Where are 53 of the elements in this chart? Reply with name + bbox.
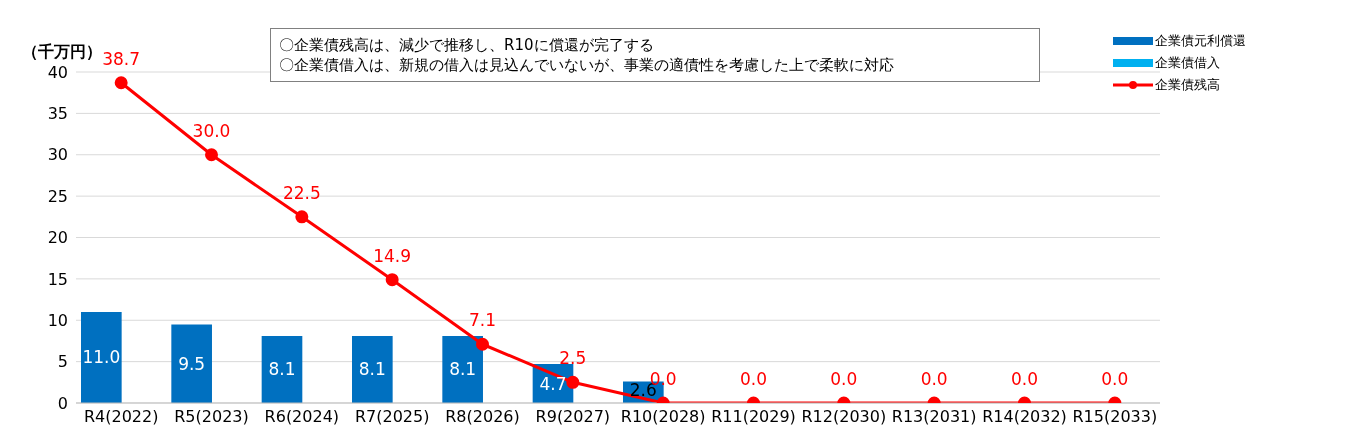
data-label: 0.0 <box>830 369 858 389</box>
note-box: 〇企業債残高は、減少で推移し、R10に償還が完了する 〇企業債借入は、新規の借入は見込んでいないが、事業の適債性を考慮した上で柔軟に対応 <box>270 28 1040 82</box>
data-label: 14.9 <box>373 245 412 266</box>
data-label: 22.5 <box>282 182 321 203</box>
bar <box>352 335 393 403</box>
legend-label: 企業債借入 <box>1155 54 1220 72</box>
y-tick-label: 10 <box>47 310 68 330</box>
data-label: 4.7 <box>539 373 567 394</box>
data-label: 0.0 <box>920 369 948 389</box>
bar <box>81 311 122 403</box>
data-label: 30.0 <box>192 120 231 141</box>
bar <box>442 335 483 403</box>
data-label: 0.0 <box>1010 369 1039 389</box>
y-tick-label: 40 <box>47 62 68 82</box>
x-tick-label: R13(2031) <box>891 407 977 427</box>
point <box>385 273 399 287</box>
legend-label: 企業債残高 <box>1155 76 1220 94</box>
point <box>205 148 218 162</box>
x-tick-label: R12(2030) <box>801 407 887 427</box>
point <box>295 210 309 224</box>
x-tick-label: R6(2024) <box>264 407 340 427</box>
y-tick-label: 20 <box>47 228 68 248</box>
bar <box>171 324 212 403</box>
y-tick-label: 15 <box>47 269 68 289</box>
x-tick-label: R11(2029) <box>711 407 796 427</box>
y-tick-label: 30 <box>47 145 68 165</box>
x-tick-label: R5(2023) <box>174 407 249 427</box>
data-label: 0.0 <box>1101 369 1129 389</box>
x-tick-label: R8(2026) <box>445 407 520 427</box>
data-label: 8.1 <box>358 359 386 380</box>
x-tick-label: R9(2027) <box>535 407 611 427</box>
y-tick-label: 35 <box>47 104 68 124</box>
y-tick-label: 25 <box>47 186 68 206</box>
y-axis-title: （千万円） <box>22 42 102 63</box>
x-tick-label: R15(2033) <box>1072 407 1158 427</box>
x-tick-label: R10(2028) <box>620 407 706 427</box>
point <box>114 76 128 90</box>
data-label: 9.5 <box>178 353 206 374</box>
data-label: 2.5 <box>559 348 587 369</box>
data-label: 8.1 <box>449 359 477 380</box>
data-label: 7.1 <box>468 310 497 331</box>
data-label: 8.1 <box>268 359 296 380</box>
data-label: 11.0 <box>82 347 121 368</box>
legend-label: 企業債元利償還 <box>1155 32 1246 50</box>
x-tick-label: R14(2032) <box>982 407 1067 427</box>
annotation: 〇企業債借入は、新規の借入は見込んでいないが、事業の適債性を考慮した上で柔軟に対応 <box>279 55 895 75</box>
y-tick-label: 5 <box>57 352 68 372</box>
data-label: 38.7 <box>102 48 141 69</box>
y-tick-label: 0 <box>57 393 68 413</box>
x-tick-label: R4(2022) <box>83 407 159 427</box>
bar <box>261 335 303 403</box>
x-tick-label: R7(2025) <box>354 407 430 427</box>
data-label: 0.0 <box>739 369 768 389</box>
